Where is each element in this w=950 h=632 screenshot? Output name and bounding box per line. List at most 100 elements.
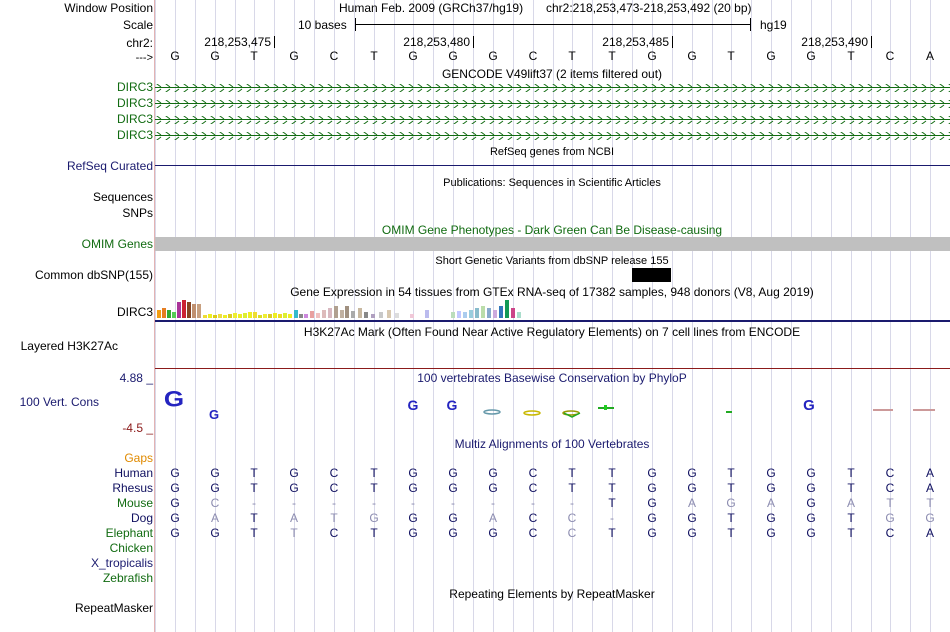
alignment-base: G <box>806 496 816 510</box>
alignment-base: G <box>448 526 458 540</box>
label-scale: Scale <box>122 18 153 32</box>
h3k27ac-baseline[interactable] <box>155 368 950 369</box>
refseq-intron-line[interactable] <box>155 165 950 166</box>
alignment-base: - <box>610 511 614 525</box>
alignment-base: T <box>370 466 378 480</box>
publications-track-title[interactable]: Publications: Sequences in Scientific Ar… <box>443 177 661 189</box>
alignment-base: G <box>289 466 299 480</box>
alignment-base: G <box>806 511 816 525</box>
alignment-base: A <box>925 466 934 480</box>
alignment-base: G <box>647 526 657 540</box>
coordinate-label: 218,253,480 <box>403 35 470 49</box>
omim-track-title[interactable]: OMIM Gene Phenotypes - Dark Green Can Be… <box>381 223 723 237</box>
label-layered-h3k27ac[interactable]: Layered H3K27Ac <box>20 339 118 353</box>
alignment-base: G <box>210 481 220 495</box>
scale-bar <box>355 24 750 25</box>
label-x-tropicalis[interactable]: X_tropicalis <box>90 556 153 570</box>
gridline <box>672 0 673 632</box>
dbsnp-variant[interactable] <box>632 268 671 282</box>
gtex-expression-bars[interactable] <box>155 298 950 322</box>
label-gtex-dirc3[interactable]: DIRC3 <box>116 305 153 319</box>
phylop-conservation-plot[interactable]: G G G G G <box>155 388 950 432</box>
label-common-dbsnp[interactable]: Common dbSNP(155) <box>34 268 153 282</box>
phylop-logo-15 <box>726 411 732 413</box>
label-window-position: Window Position <box>64 1 153 15</box>
omim-gene-bar[interactable] <box>155 237 950 251</box>
gencode-track-title[interactable]: GENCODE V49lift37 (2 items filtered out) <box>441 67 663 81</box>
alignment-base: G <box>766 466 776 480</box>
alignment-base: A <box>687 496 696 510</box>
gtex-track-title[interactable]: Gene Expression in 54 tissues from GTEx … <box>290 285 814 299</box>
gridline <box>692 0 693 632</box>
coordinate-tick <box>672 36 673 48</box>
alignment-base: G <box>289 481 299 495</box>
gencode-transcripts[interactable] <box>155 80 950 144</box>
gridline <box>553 0 554 632</box>
alignment-base: - <box>372 496 376 510</box>
alignment-base: T <box>250 466 258 480</box>
h3k27ac-track-title[interactable]: H3K27Ac Mark (Often Found Near Active Re… <box>303 325 801 339</box>
label-snps[interactable]: SNPs <box>122 206 153 220</box>
coordinate-tick <box>473 36 474 48</box>
alignment-base: G <box>806 481 816 495</box>
gridline <box>155 0 156 632</box>
label-gencode-dirc3-2[interactable]: DIRC3 <box>116 96 153 110</box>
gencode-transcript-4[interactable] <box>155 132 950 140</box>
label-gencode-dirc3-4[interactable]: DIRC3 <box>116 128 153 142</box>
alignment-base: C <box>567 511 577 525</box>
sequence-base: T <box>568 49 576 63</box>
alignment-base: T <box>608 496 616 510</box>
alignment-base: A <box>766 496 775 510</box>
coordinate-label: 218,253,475 <box>204 35 271 49</box>
gencode-transcript-3[interactable] <box>155 116 950 124</box>
alignment-base: T <box>330 511 338 525</box>
gtex-bars-group[interactable] <box>157 300 521 318</box>
repeatmasker-track-title[interactable]: Repeating Elements by RepeatMasker <box>449 587 655 601</box>
label-gencode-dirc3-1[interactable]: DIRC3 <box>116 80 153 94</box>
alignment-base: G <box>687 526 697 540</box>
label-gaps[interactable]: Gaps <box>124 451 153 465</box>
coordinate-tick <box>871 36 872 48</box>
refseq-track-title[interactable]: RefSeq genes from NCBI <box>489 146 615 158</box>
dbsnp-track-title[interactable]: Short Genetic Variants from dbSNP releas… <box>435 255 669 267</box>
label-omim[interactable]: OMIM Genes <box>81 237 153 251</box>
label-100-vert-cons[interactable]: 100 Vert. Cons <box>19 395 99 409</box>
label-sequences[interactable]: Sequences <box>92 190 153 204</box>
alignment-base: - <box>531 496 535 510</box>
label-gencode-dirc3-3[interactable]: DIRC3 <box>116 112 153 126</box>
alignment-base: G <box>170 511 180 525</box>
label-species-dog[interactable]: Dog <box>130 511 153 525</box>
alignment-base: G <box>806 526 816 540</box>
assembly-title: Human Feb. 2009 (GRCh37/hg19) <box>339 1 524 15</box>
label-cons-max: 4.88 _ <box>119 371 153 385</box>
alignment-base: G <box>806 466 816 480</box>
alignment-base: G <box>766 511 776 525</box>
label-zebrafish[interactable]: Zebrafish <box>102 571 153 585</box>
alignment-base: G <box>210 526 220 540</box>
label-chicken[interactable]: Chicken <box>109 541 153 555</box>
label-repeatmasker[interactable]: RepeatMasker <box>74 601 153 615</box>
alignment-base: T <box>250 526 258 540</box>
alignment-base: T <box>727 466 735 480</box>
gridline <box>771 0 772 632</box>
alignment-base: T <box>608 526 616 540</box>
phylop-track-title[interactable]: 100 vertebrates Basewise Conservation by… <box>417 371 687 385</box>
alignment-base: G <box>369 511 379 525</box>
label-species-human[interactable]: Human <box>114 466 153 480</box>
label-species-mouse[interactable]: Mouse <box>116 496 153 510</box>
alignment-base: G <box>408 466 418 480</box>
phylop-logo-1: G <box>164 388 184 412</box>
browser-image-panel[interactable]: Human Feb. 2009 (GRCh37/hg19) chr2:218,2… <box>155 0 950 632</box>
label-species-rhesus[interactable]: Rhesus <box>112 481 153 495</box>
alignment-base: T <box>568 481 576 495</box>
alignment-base: G <box>647 481 657 495</box>
track-labels: Window Position Scale chr2: ---> DIRC3 D… <box>0 0 155 632</box>
sequence-base: T <box>727 49 735 63</box>
alignment-base: T <box>290 526 298 540</box>
label-species-elephant[interactable]: Elephant <box>105 526 153 540</box>
multiz-track-title[interactable]: Multiz Alignments of 100 Vertebrates <box>454 437 650 451</box>
phylop-logo-19 <box>873 409 893 411</box>
gencode-transcript-1[interactable] <box>155 84 950 92</box>
gencode-transcript-2[interactable] <box>155 100 950 108</box>
label-refseq[interactable]: RefSeq Curated <box>66 159 153 173</box>
